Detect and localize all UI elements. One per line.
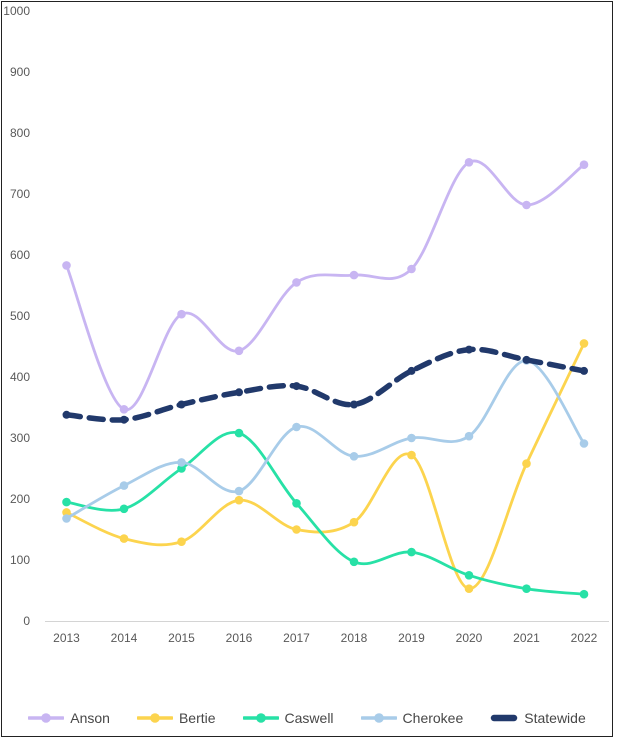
legend-label: Caswell [284,710,334,726]
series-marker-caswell [177,464,186,473]
series-marker-anson [464,158,474,167]
series-marker-caswell [234,428,244,438]
series-line-bertie [65,342,586,591]
series-line-anson [65,159,586,411]
series-marker-cherokee [119,481,129,490]
line-chart: 0 100 200 300 400 500 600 700 800 900 1000 2013 2014… [3,4,609,645]
series-marker-caswell [292,499,301,508]
legend-item-cherokee[interactable]: Cherokee [360,710,464,726]
series-marker-bertie [522,459,531,468]
series-marker-bertie [407,450,416,460]
series-marker-caswell [62,497,71,507]
y-axis-tick-label: 900 [10,65,30,79]
series-marker-cherokee [177,458,186,467]
y-axis-tick-label: 1000 [3,4,30,18]
series-line-statewide [63,346,587,423]
series-marker-bertie [349,517,359,527]
x-axis-tick-label: 2017 [283,631,310,645]
legend-label: Cherokee [402,710,464,726]
x-axis-tick-label: 2019 [398,631,425,645]
bertie-line-swatch-icon [136,713,173,723]
statewide-dash-swatch-icon [491,714,518,722]
series-marker-caswell [407,547,416,557]
series-marker-bertie [119,534,129,543]
series-marker-statewide [465,345,473,354]
legend-item-anson[interactable]: Anson [28,710,110,726]
series-marker-anson [407,264,416,274]
legend-label: Anson [70,710,110,726]
series-marker-caswell [579,589,589,599]
series-marker-anson [234,346,244,356]
y-axis-tick-label: 600 [10,248,30,262]
series-marker-cherokee [234,486,244,496]
series-marker-cherokee [407,433,416,443]
series-marker-statewide [235,388,243,397]
x-axis-tick-label: 2020 [456,631,483,645]
series-marker-anson [119,405,129,414]
y-axis-tick-label: 300 [10,431,30,445]
series-marker-statewide [350,400,358,409]
legend: Anson Bertie Caswell Cherokee [2,703,612,733]
x-axis-tick-label: 2022 [571,631,598,645]
series-marker-statewide [407,366,416,375]
series-marker-bertie [234,495,244,505]
legend-label: Statewide [524,710,586,726]
series-marker-caswell [464,571,474,580]
series-marker-cherokee [292,422,301,432]
series-marker-statewide [62,410,71,419]
series-marker-statewide [522,355,531,364]
series-marker-anson [292,278,301,287]
series-line-caswell [65,430,586,596]
series-marker-bertie [464,584,474,593]
series-marker-cherokee [579,439,589,448]
legend-item-caswell[interactable]: Caswell [242,710,334,726]
x-axis-tick-label: 2018 [341,631,368,645]
series-marker-bertie [579,339,589,348]
caswell-line-swatch-icon [242,713,279,723]
x-axis-tick-label: 2021 [513,631,540,645]
series-marker-statewide [292,382,301,391]
series-marker-cherokee [62,514,71,523]
series-marker-anson [349,270,359,280]
series-marker-statewide [177,400,186,409]
series-marker-caswell [119,504,129,514]
y-axis-tick-label: 700 [10,187,30,201]
y-axis-tick-label: 400 [10,370,30,384]
y-axis-tick-label: 500 [10,309,30,323]
series-marker-caswell [349,557,359,567]
x-axis-tick-label: 2014 [111,631,138,645]
legend-label: Bertie [178,710,216,726]
series-marker-anson [177,309,186,319]
chart-frame: 0 100 200 300 400 500 600 700 800 900 1000 2013 2014… [1,1,613,737]
y-axis-tick-label: 200 [10,492,30,506]
series-marker-anson [522,200,531,210]
series-marker-statewide [120,415,128,424]
series-line-cherokee [65,359,586,520]
series-marker-anson [62,261,71,270]
y-axis-tick-label: 800 [10,126,30,140]
legend-item-statewide[interactable]: Statewide [490,710,586,726]
series-marker-bertie [292,525,301,534]
x-axis-tick-label: 2016 [226,631,253,645]
series-marker-cherokee [349,452,359,461]
series-marker-anson [579,160,589,169]
y-axis-tick-label: 100 [10,553,30,567]
anson-line-swatch-icon [28,713,65,723]
series-marker-bertie [177,537,186,546]
series-marker-statewide [580,366,588,375]
series-marker-bertie [62,508,71,517]
x-axis-tick-label: 2015 [168,631,195,645]
series-marker-cherokee [464,431,474,441]
legend-item-bertie[interactable]: Bertie [136,710,216,726]
series-marker-caswell [522,584,531,593]
x-axis-tick-label: 2013 [53,631,80,645]
cherokee-line-swatch-icon [360,713,397,723]
y-axis-tick-label: 0 [23,614,30,628]
